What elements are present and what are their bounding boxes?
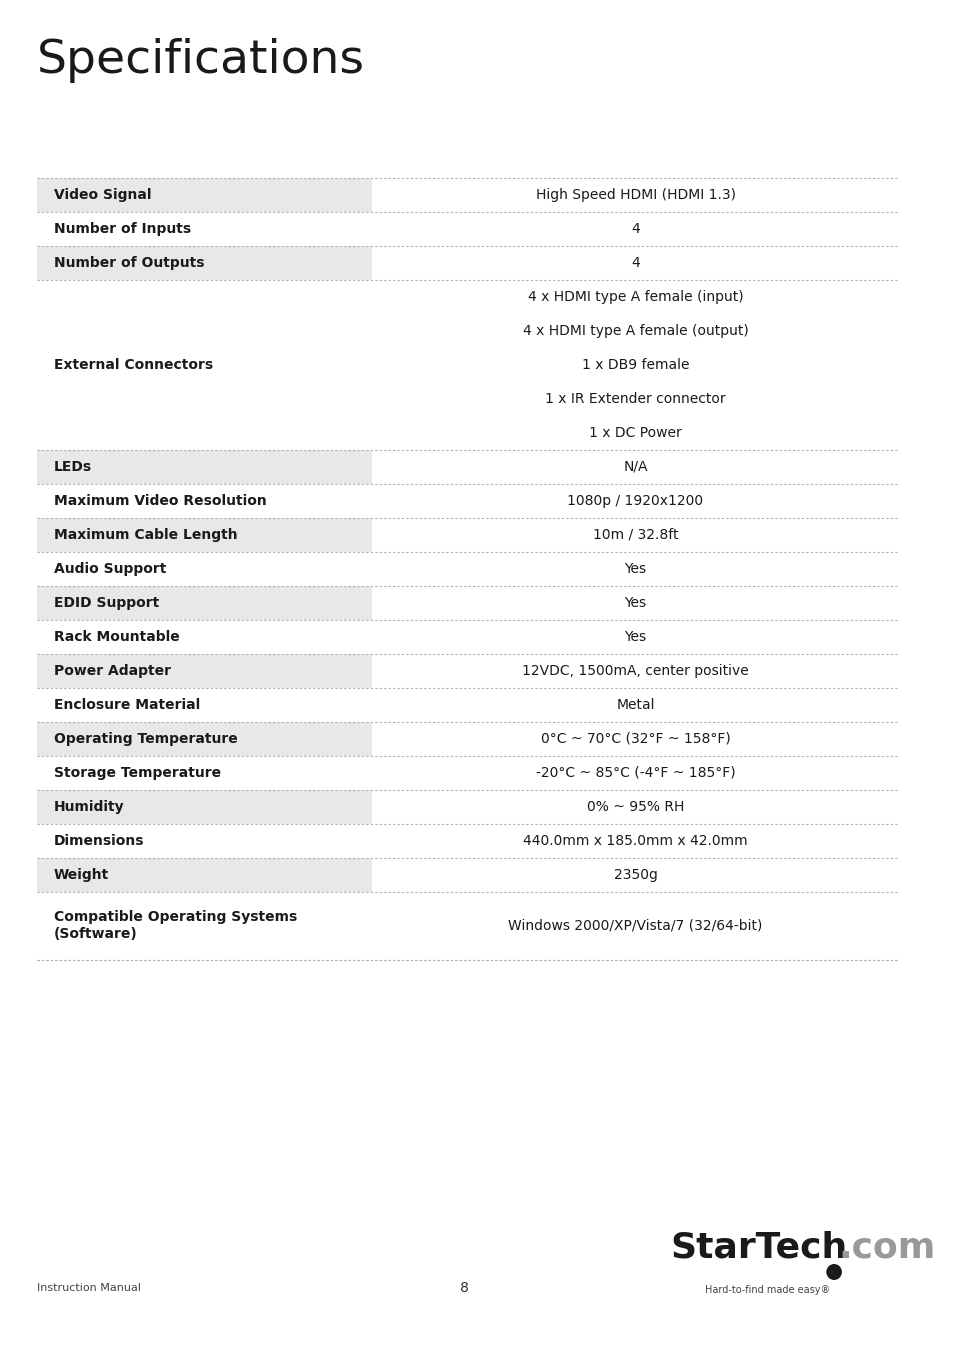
Bar (372, 280, 899, 449)
Bar (372, 246, 899, 280)
Bar (37, 620, 372, 654)
Text: 4 x HDMI type A female (input): 4 x HDMI type A female (input) (527, 289, 742, 304)
Text: Yes: Yes (624, 562, 646, 576)
Bar (372, 518, 899, 551)
Bar (37, 246, 372, 280)
Bar (37, 823, 372, 858)
Bar (37, 518, 372, 551)
Text: Instruction Manual: Instruction Manual (37, 1283, 141, 1293)
Text: Storage Temperature: Storage Temperature (53, 765, 221, 780)
Bar (37, 211, 372, 246)
Bar (37, 858, 372, 892)
Text: 12VDC, 1500mA, center positive: 12VDC, 1500mA, center positive (521, 663, 748, 678)
Bar (372, 790, 899, 823)
Bar (372, 654, 899, 687)
Bar (372, 449, 899, 484)
Text: 4 x HDMI type A female (output): 4 x HDMI type A female (output) (522, 324, 748, 338)
Text: Power Adapter: Power Adapter (53, 663, 171, 678)
Text: Specifications: Specifications (37, 38, 365, 83)
Bar (372, 721, 899, 756)
Text: Number of Outputs: Number of Outputs (53, 256, 204, 269)
Text: StarTech: StarTech (670, 1231, 847, 1266)
Text: Maximum Video Resolution: Maximum Video Resolution (53, 494, 266, 507)
Bar (372, 620, 899, 654)
Bar (37, 484, 372, 518)
Text: Number of Inputs: Number of Inputs (53, 222, 191, 235)
Text: 1 x DC Power: 1 x DC Power (589, 425, 681, 440)
Bar (37, 892, 372, 959)
Text: Compatible Operating Systems
(Software): Compatible Operating Systems (Software) (53, 909, 296, 941)
Text: 4: 4 (631, 222, 639, 235)
Text: Video Signal: Video Signal (53, 187, 152, 202)
Bar (372, 178, 899, 211)
Text: Windows 2000/XP/Vista/7 (32/64-bit): Windows 2000/XP/Vista/7 (32/64-bit) (508, 919, 762, 932)
Text: N/A: N/A (622, 460, 647, 473)
Bar (372, 211, 899, 246)
Bar (37, 687, 372, 721)
Text: 1080p / 1920x1200: 1080p / 1920x1200 (567, 494, 703, 507)
Bar (37, 790, 372, 823)
Text: 0°C ~ 70°C (32°F ~ 158°F): 0°C ~ 70°C (32°F ~ 158°F) (540, 732, 730, 745)
Bar (37, 280, 372, 449)
Text: Audio Support: Audio Support (53, 562, 166, 576)
Bar (37, 551, 372, 585)
Text: 2350g: 2350g (613, 868, 657, 881)
Text: 440.0mm x 185.0mm x 42.0mm: 440.0mm x 185.0mm x 42.0mm (522, 834, 747, 847)
Bar (37, 178, 372, 211)
Text: Operating Temperature: Operating Temperature (53, 732, 237, 745)
Text: 1 x IR Extender connector: 1 x IR Extender connector (545, 391, 725, 406)
Text: Maximum Cable Length: Maximum Cable Length (53, 527, 237, 542)
Text: Dimensions: Dimensions (53, 834, 144, 847)
Text: Rack Mountable: Rack Mountable (53, 629, 179, 643)
Text: 1 x DB9 female: 1 x DB9 female (581, 358, 689, 371)
Bar (37, 756, 372, 790)
Bar (37, 449, 372, 484)
Bar (37, 585, 372, 620)
Bar (372, 892, 899, 959)
Text: Humidity: Humidity (53, 799, 125, 814)
Text: High Speed HDMI (HDMI 1.3): High Speed HDMI (HDMI 1.3) (535, 187, 735, 202)
Bar (372, 858, 899, 892)
Text: Hard-to-find made easy®: Hard-to-find made easy® (704, 1284, 830, 1295)
Text: EDID Support: EDID Support (53, 596, 159, 609)
Bar (372, 687, 899, 721)
Text: Weight: Weight (53, 868, 109, 881)
Text: 8: 8 (459, 1280, 469, 1295)
Text: -20°C ~ 85°C (-4°F ~ 185°F): -20°C ~ 85°C (-4°F ~ 185°F) (536, 765, 735, 780)
Text: Yes: Yes (624, 596, 646, 609)
Bar (372, 756, 899, 790)
Bar (372, 823, 899, 858)
Text: LEDs: LEDs (53, 460, 91, 473)
Bar (372, 551, 899, 585)
Circle shape (825, 1264, 841, 1280)
Bar (37, 654, 372, 687)
Text: Yes: Yes (624, 629, 646, 643)
Text: 10m / 32.8ft: 10m / 32.8ft (592, 527, 678, 542)
Text: Metal: Metal (616, 698, 654, 712)
Text: External Connectors: External Connectors (53, 358, 213, 371)
Text: 4: 4 (631, 256, 639, 269)
Text: .com: .com (837, 1231, 934, 1266)
Bar (372, 585, 899, 620)
Bar (37, 721, 372, 756)
Bar (372, 484, 899, 518)
Text: 0% ~ 95% RH: 0% ~ 95% RH (586, 799, 683, 814)
Text: Enclosure Material: Enclosure Material (53, 698, 200, 712)
